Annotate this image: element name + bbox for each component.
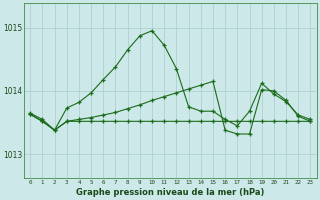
X-axis label: Graphe pression niveau de la mer (hPa): Graphe pression niveau de la mer (hPa): [76, 188, 265, 197]
